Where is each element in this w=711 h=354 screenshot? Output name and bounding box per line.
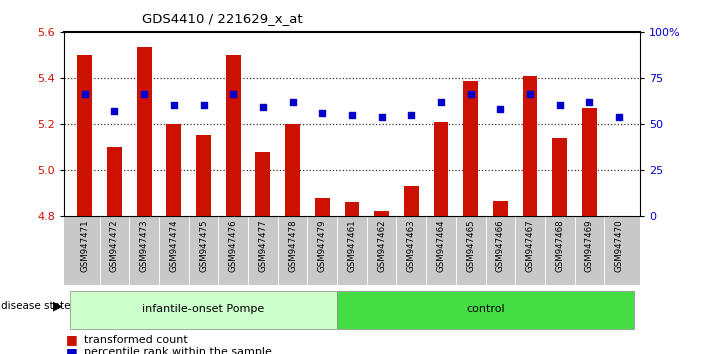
Bar [523,75,538,216]
Bar [255,152,270,216]
Bar [337,291,634,329]
Text: percentile rank within the sample: percentile rank within the sample [84,347,272,354]
Point [198,103,209,108]
Point [376,114,387,119]
Text: GDS4410 / 221629_x_at: GDS4410 / 221629_x_at [142,12,303,25]
Text: GSM947469: GSM947469 [585,219,594,272]
Point [168,103,179,108]
Bar [374,211,389,216]
Bar [404,186,419,216]
Text: GSM947476: GSM947476 [229,219,237,272]
Bar [77,55,92,216]
Bar [166,124,181,216]
Point [139,92,150,97]
Text: GSM947475: GSM947475 [199,219,208,272]
Text: control: control [466,304,505,314]
Text: GSM947464: GSM947464 [437,219,446,272]
Text: ■: ■ [65,333,77,346]
Text: transformed count: transformed count [84,335,188,345]
Point [287,99,298,105]
Bar [582,108,597,216]
Text: GSM947478: GSM947478 [288,219,297,272]
Text: GSM947473: GSM947473 [139,219,149,272]
Point [316,110,328,116]
Bar [70,291,337,329]
Point [495,106,506,112]
Text: GSM947465: GSM947465 [466,219,475,272]
Bar [315,198,330,216]
Text: GSM947470: GSM947470 [614,219,624,272]
Bar [493,201,508,216]
Point [435,99,447,105]
Bar [196,135,211,216]
Bar [345,202,359,216]
Bar [107,147,122,216]
Text: ■: ■ [65,346,77,354]
Text: GSM947479: GSM947479 [318,219,327,272]
Text: ▶: ▶ [53,300,63,313]
Point [346,112,358,118]
Bar [434,122,449,216]
Point [614,114,625,119]
Point [109,108,120,114]
Text: GSM947472: GSM947472 [110,219,119,272]
Bar [552,138,567,216]
Point [257,104,269,110]
Text: GSM947468: GSM947468 [555,219,565,272]
Text: GSM947471: GSM947471 [80,219,90,272]
Point [228,92,239,97]
Text: GSM947462: GSM947462 [377,219,386,272]
Point [79,92,90,97]
Text: infantile-onset Pompe: infantile-onset Pompe [142,304,264,314]
Point [406,112,417,118]
Text: GSM947477: GSM947477 [258,219,267,272]
Text: GSM947467: GSM947467 [525,219,535,272]
Point [554,103,565,108]
Point [584,99,595,105]
Point [525,92,536,97]
Point [465,92,476,97]
Text: GSM947463: GSM947463 [407,219,416,272]
Bar [464,81,478,216]
Text: GSM947474: GSM947474 [169,219,178,272]
Text: GSM947466: GSM947466 [496,219,505,272]
Text: GSM947461: GSM947461 [348,219,356,272]
Text: disease state: disease state [1,301,71,311]
Bar [285,124,300,216]
Bar [137,47,151,216]
Bar [226,55,240,216]
